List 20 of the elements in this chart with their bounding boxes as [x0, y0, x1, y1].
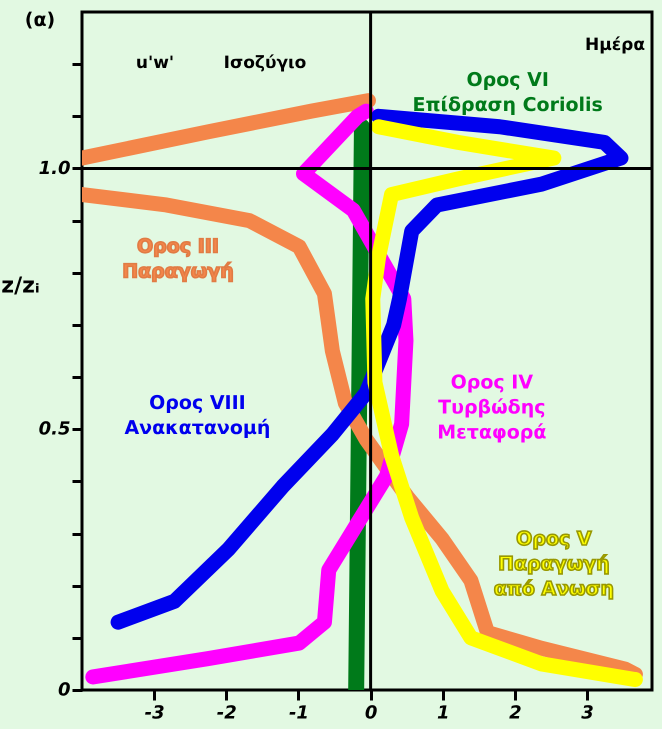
- x-tick-label: -1: [288, 702, 309, 724]
- x-tick-label: -3: [144, 702, 165, 724]
- x-tick-label: 0: [364, 702, 378, 724]
- y-tick-label: 0.5: [38, 418, 70, 440]
- text: Ορος VIII Ανακατανομή: [124, 392, 270, 440]
- text: Ορος VI Επίδραση Coriolis: [412, 68, 603, 116]
- x-tick-label: 2: [509, 702, 522, 724]
- x-tick-label: 3: [581, 702, 594, 724]
- text: (α): [24, 9, 56, 31]
- series-label: Ορος III Παραγωγή: [122, 236, 234, 283]
- annotation: Ημέρα: [584, 35, 646, 55]
- annotation: u'w': [136, 53, 174, 73]
- series-label: Ορος IV Τυρβώδης Μεταφορά: [437, 371, 546, 444]
- annotation: Ισοζύγιο: [224, 53, 306, 73]
- x-tick-label: 1: [436, 702, 450, 724]
- x-tick-label: -2: [216, 702, 237, 724]
- y-axis-title: z/zᵢ: [1, 274, 40, 298]
- y-tick-label: 1.0: [38, 158, 70, 179]
- y-tick-label: 0: [58, 680, 70, 700]
- text: Ορος V Παραγωγή από Ανωση: [494, 528, 614, 600]
